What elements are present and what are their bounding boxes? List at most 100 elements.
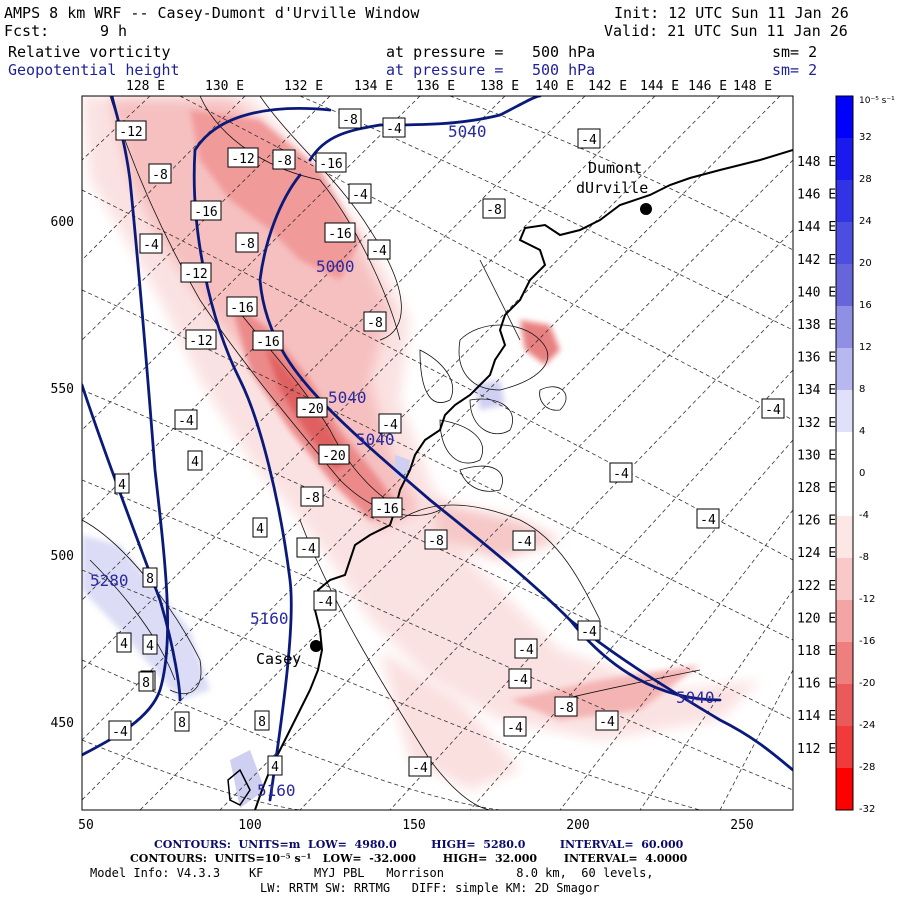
contour-label-text: -8 bbox=[428, 534, 444, 549]
vorticity-shading-positive bbox=[82, 380, 505, 808]
x-tick: 100 bbox=[238, 818, 261, 833]
contour-label-box: 4 bbox=[142, 634, 158, 655]
contour-label-box: -16 bbox=[324, 222, 356, 243]
contour-label-text: 4 bbox=[146, 639, 154, 654]
lon-label: 134 E bbox=[797, 383, 836, 398]
contour-label-box: 8 bbox=[254, 710, 270, 731]
colorbar-label: 20 bbox=[859, 258, 872, 269]
colorbar-label: 4 bbox=[859, 426, 865, 437]
colorbar-swatch bbox=[836, 726, 853, 769]
height-labels: 5040 5000 5040 5040 5160 5280 5040 5160 bbox=[90, 122, 715, 800]
x-tick: 150 bbox=[402, 818, 425, 833]
colorbar-label: -20 bbox=[859, 678, 875, 689]
contour-label-text: -4 bbox=[143, 238, 159, 253]
contour-label-box: -8 bbox=[338, 108, 362, 129]
footer-vorticity-contours: CONTOURS: UNITS=10⁻⁵ s⁻¹ LOW= -32.000 HI… bbox=[130, 852, 688, 865]
contour-label-box: -16 bbox=[371, 497, 403, 518]
lon-label: 118 E bbox=[797, 644, 836, 659]
contour-label-box: -8 bbox=[235, 232, 259, 253]
forecast-hour: 9 h bbox=[100, 22, 128, 40]
colorbar-frame bbox=[835, 95, 854, 811]
x-axis-ticks: 50 100 150 200 250 bbox=[78, 818, 754, 833]
lon-label: 136 E bbox=[416, 79, 455, 94]
station-dumont-durville: Dumont dUrville bbox=[576, 159, 652, 215]
contour-label-text: 8 bbox=[178, 716, 186, 731]
contour-label-box: -4 bbox=[514, 638, 538, 659]
contour-label-text: -4 bbox=[178, 414, 194, 429]
colorbar-swatch bbox=[836, 516, 853, 559]
field2-smoothing: sm= 2 bbox=[772, 61, 818, 79]
height-label: 5040 bbox=[676, 688, 715, 707]
height-label: 5000 bbox=[316, 257, 355, 276]
contour-label-text: -8 bbox=[304, 491, 320, 506]
lon-label: 116 E bbox=[797, 677, 836, 692]
colorbar-label: -12 bbox=[859, 594, 875, 605]
x-tick: 250 bbox=[730, 818, 753, 833]
contour-label-text: -8 bbox=[239, 237, 255, 252]
lon-label: 142 E bbox=[588, 79, 627, 94]
contour-label-box: -8 bbox=[482, 198, 506, 219]
colorbar-swatch bbox=[836, 432, 853, 475]
field2-pressure-value: 500 hPa bbox=[532, 61, 596, 79]
colorbar: 10⁻⁵ s⁻¹ 32 28 24 20 16 12 8 4 0 -4 -8 -12 -16 -20 -24… bbox=[835, 95, 895, 815]
contour-label-box: -8 bbox=[300, 486, 324, 507]
contour-label-box: -4 bbox=[408, 756, 432, 777]
contour-label-box: 4 bbox=[187, 450, 203, 471]
height-label: 5280 bbox=[90, 571, 129, 590]
contour-label-text: -8 bbox=[276, 154, 292, 169]
contour-label-box: -16 bbox=[315, 152, 347, 173]
lon-label: 146 E bbox=[688, 79, 727, 94]
contour-label-box: -4 bbox=[503, 716, 527, 737]
contour-label-text: -12 bbox=[119, 125, 142, 140]
contour-label-text: -4 bbox=[512, 673, 528, 688]
contour-label-box: 4 bbox=[114, 473, 130, 494]
contour-label-text: -8 bbox=[342, 113, 358, 128]
contour-label-text: -4 bbox=[317, 595, 333, 610]
contour-label-text: 8 bbox=[146, 572, 154, 587]
colorbar-swatch bbox=[836, 222, 853, 265]
valid-time: Valid: 21 UTC Sun 11 Jan 26 bbox=[604, 22, 848, 40]
contour-label-text: 4 bbox=[191, 455, 199, 470]
field1-pressure-value: 500 hPa bbox=[532, 43, 596, 61]
contour-label-box: -8 bbox=[424, 529, 448, 550]
contour-label-text: 4 bbox=[271, 760, 279, 775]
contour-label-box: -12 bbox=[227, 147, 259, 168]
lon-label: 136 E bbox=[797, 351, 836, 366]
lon-label: 144 E bbox=[640, 79, 679, 94]
colorbar-label: -32 bbox=[859, 804, 875, 815]
colorbar-swatch bbox=[836, 180, 853, 223]
contour-label-text: -20 bbox=[322, 449, 345, 464]
contour-label-box: -8 bbox=[148, 163, 172, 184]
contour-label-box: 4 bbox=[116, 632, 132, 653]
station-marker bbox=[640, 203, 652, 215]
colorbar-unit: 10⁻⁵ s⁻¹ bbox=[859, 96, 895, 106]
contour-label-box: 8 bbox=[138, 671, 154, 692]
contour-label-text: -4 bbox=[371, 244, 387, 259]
lon-label: 148 E bbox=[797, 155, 836, 170]
field1-smoothing: sm= 2 bbox=[772, 43, 818, 61]
colorbar-swatch bbox=[836, 768, 853, 811]
contour-label-box: -4 bbox=[378, 413, 402, 434]
contour-label-text: -4 bbox=[300, 542, 316, 557]
field1-name: Relative vorticity bbox=[8, 43, 171, 61]
height-label: 5160 bbox=[257, 781, 296, 800]
colorbar-swatch bbox=[836, 138, 853, 181]
colorbar-label: -4 bbox=[859, 510, 869, 521]
colorbar-swatch bbox=[836, 642, 853, 685]
contour-label-text: -4 bbox=[352, 188, 368, 203]
contour-label-box: -4 bbox=[174, 409, 198, 430]
lon-label: 134 E bbox=[354, 79, 393, 94]
colorbar-label: 16 bbox=[859, 300, 872, 311]
lon-label: 120 E bbox=[797, 611, 836, 626]
lon-label: 130 E bbox=[205, 79, 244, 94]
colorbar-swatch bbox=[836, 96, 853, 139]
contour-label-box: -4 bbox=[609, 462, 633, 483]
lon-label: 128 E bbox=[797, 481, 836, 496]
init-time: Init: 12 UTC Sun 11 Jan 26 bbox=[614, 4, 849, 22]
contour-label-box: -4 bbox=[108, 720, 132, 741]
contour-label-box: -4 bbox=[139, 233, 163, 254]
height-label: 5160 bbox=[250, 609, 289, 628]
colorbar-label: -28 bbox=[859, 762, 875, 773]
contour-label-text: -4 bbox=[581, 625, 597, 640]
